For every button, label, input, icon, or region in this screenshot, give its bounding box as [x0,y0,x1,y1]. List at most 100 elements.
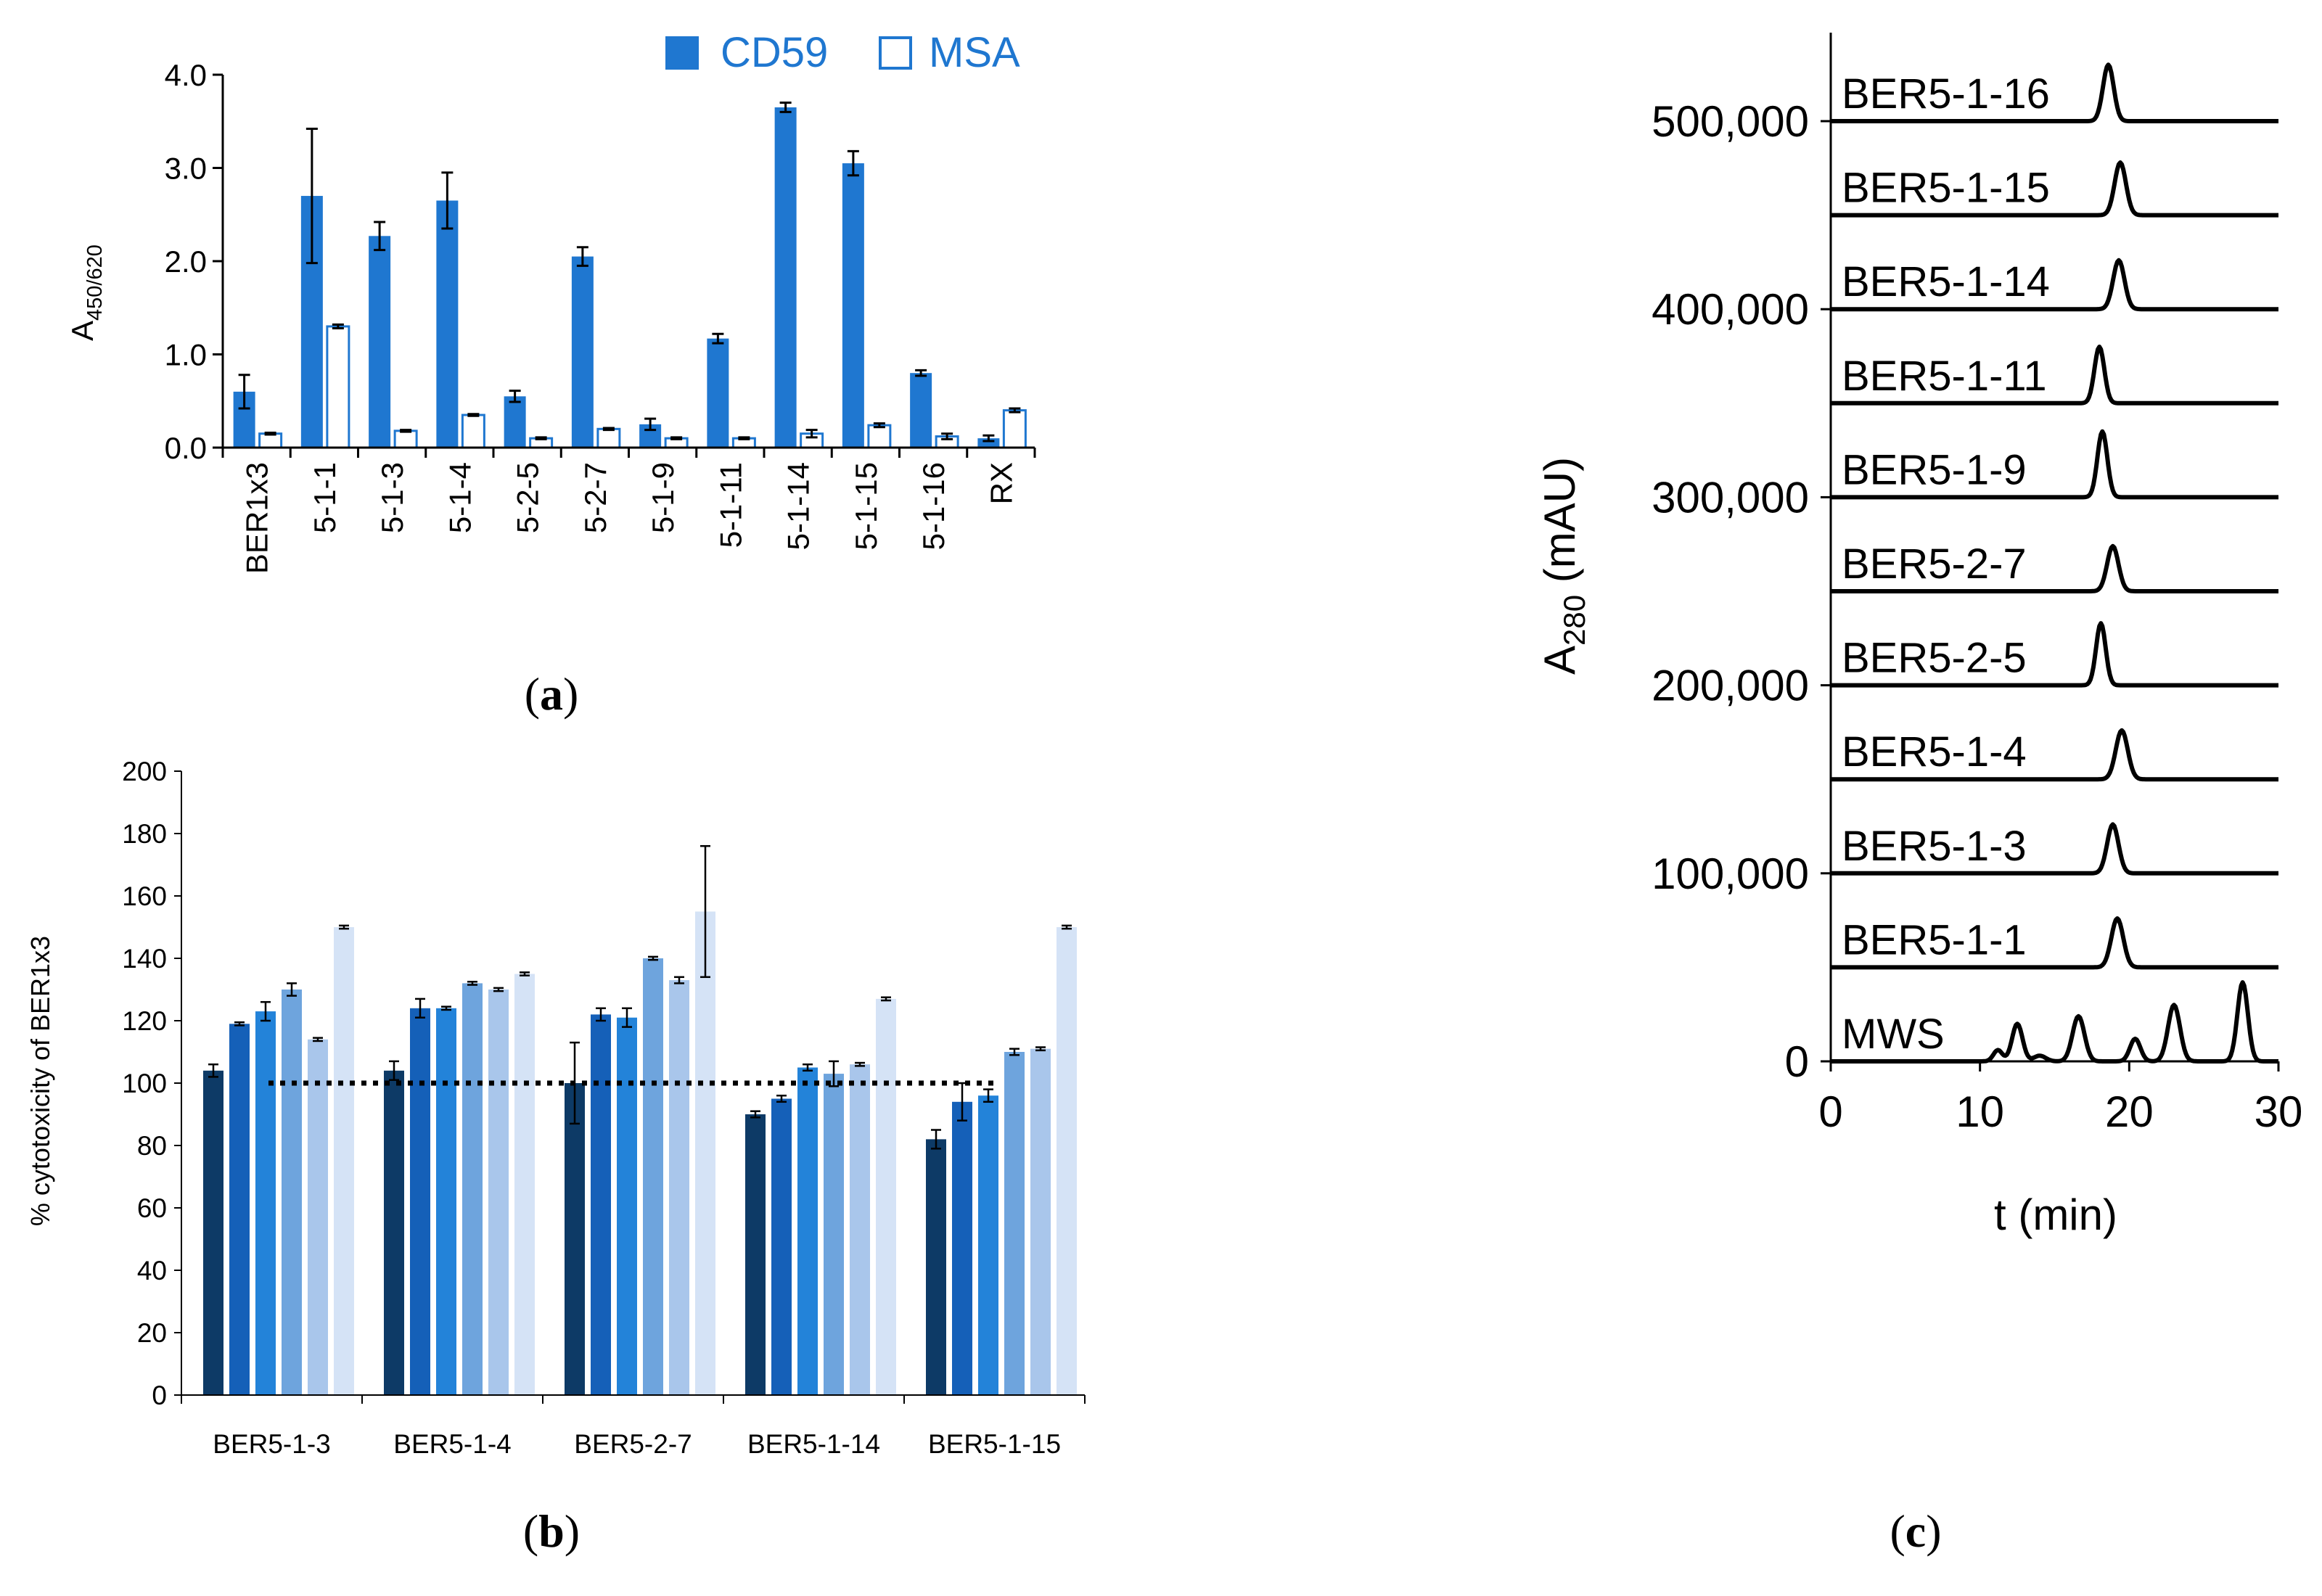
x-tick-label: 5-2-7 [578,462,612,533]
x-tick-label: BER5-2-7 [574,1429,692,1459]
bar [695,911,715,1395]
bar [850,1064,870,1395]
bar [824,1074,844,1395]
y-tick-label: 200 [122,757,167,786]
trace [1830,160,2279,218]
x-tick-label: RX [984,462,1018,504]
panel-c-y-ticks: 0 100,000 200,000 300,000 400,000 500,000 [1652,97,1831,1086]
panel-b-bars [203,844,1077,1395]
x-tick-label: 5-1-3 [375,462,409,533]
bar [565,1083,585,1395]
trace [1830,543,2279,593]
x-tick-label: 5-1-14 [781,462,816,550]
panel-c-caption: (c) [1890,1505,1941,1557]
panel-c-y-label: A280 (mAU) [1535,457,1591,675]
bar [745,1114,766,1395]
x-tick-label: 5-1-11 [713,462,747,548]
y-tick-label: 3.0 [165,152,207,186]
bar [514,974,535,1395]
trace-label: BER5-1-9 [1842,446,2027,493]
trace-label: BER5-1-16 [1842,70,2050,118]
panel-b-y-ticks: 0 20 40 60 80 100 120 140 160 180 200 [122,757,181,1410]
x-tick-label: BER1x3 [240,462,274,574]
panel-a-caption: (a) [525,668,579,720]
bar-msa [258,432,283,449]
bar [978,1095,998,1395]
x-tick-label: 30 [2255,1087,2303,1136]
bar [255,1011,276,1395]
legend-cd59-swatch [665,36,699,70]
bar-cd59 [436,200,459,448]
x-tick-label: 5-1-16 [916,462,951,550]
panel-c: 0 100,000 200,000 300,000 400,000 500,000 0 10… [1535,33,2302,1557]
bar-cd59 [504,396,526,448]
y-tick-label: 160 [122,881,167,911]
bar [436,1008,456,1395]
x-tick-label: 10 [1956,1087,2004,1136]
trace [1830,429,2279,500]
x-tick-label: 5-1-9 [646,462,680,533]
bar [410,1008,430,1395]
panel-c-x-label: t (min) [1994,1190,2117,1239]
bar [1057,927,1077,1395]
trace [1830,822,2279,876]
bar [797,1067,818,1395]
bar [617,1017,637,1395]
bar-msa [326,325,350,449]
bar-cd59 [707,338,729,448]
y-tick-label: 40 [137,1256,167,1286]
y-tick-label: 0 [152,1381,167,1410]
bar [591,1014,611,1395]
legend-msa-label: MSA [929,29,1020,76]
bar [462,983,483,1395]
x-tick-label: BER5-1-3 [213,1429,330,1459]
panel-a-y-label: A450/620 [65,244,107,341]
trace [1830,916,2279,970]
bar [1004,1052,1025,1395]
bar [334,927,354,1395]
y-tick-label: 140 [122,944,167,974]
x-tick-label: 5-1-1 [308,462,342,533]
x-tick-label: 5-1-15 [849,462,883,550]
bar [643,958,663,1395]
panel-a-x-ticks: BER1x3 5-1-1 5-1-3 5-1-4 5-2-5 5-2-7 5-1-9 5-1-… [221,448,1036,574]
y-tick-label: 4.0 [165,58,207,92]
bar-msa [393,429,418,449]
bar [669,980,689,1395]
trace-label: BER5-1-3 [1842,823,2027,870]
trace-label: BER5-1-14 [1842,258,2050,305]
trace-label: MWS [1842,1011,1945,1058]
y-tick-label: 60 [137,1193,167,1223]
trace-label: BER5-1-11 [1842,353,2047,400]
bar-msa [596,427,621,449]
bar [1030,1048,1051,1395]
y-tick-label: 500,000 [1652,97,1809,146]
panel-b-caption: (b) [523,1505,580,1557]
trace [1830,258,2279,312]
x-tick-label: BER5-1-14 [747,1429,880,1459]
trace [1830,728,2279,782]
y-tick-label: 120 [122,1006,167,1036]
y-tick-label: 1.0 [165,338,207,372]
x-tick-label: BER5-1-4 [393,1429,511,1459]
trace [1830,62,2279,123]
trace [1830,345,2279,406]
y-tick-label: 180 [122,819,167,849]
bar [282,990,302,1395]
panel-c-traces: MWS BER5-1-1 BER5-1-3 BER5-1-4 BER5-2-5 BER5-… [1830,62,2279,1064]
bar-cd59 [369,236,391,448]
panel-c-x-ticks: 0 10 20 30 [1818,1061,2302,1136]
trace-label: BER5-1-15 [1842,165,2050,212]
bar-msa [1002,409,1027,449]
bar [308,1039,328,1395]
panel-b-y-label: % cytotoxicity of BER1x3 [25,936,55,1226]
bar [488,990,509,1395]
y-tick-label: 300,000 [1652,473,1809,522]
y-tick-label: 2.0 [165,244,207,279]
trace-label: BER5-1-1 [1842,916,2027,963]
trace-label: BER5-2-5 [1842,635,2027,682]
bar [384,1070,404,1395]
x-tick-label: 20 [2105,1087,2154,1136]
